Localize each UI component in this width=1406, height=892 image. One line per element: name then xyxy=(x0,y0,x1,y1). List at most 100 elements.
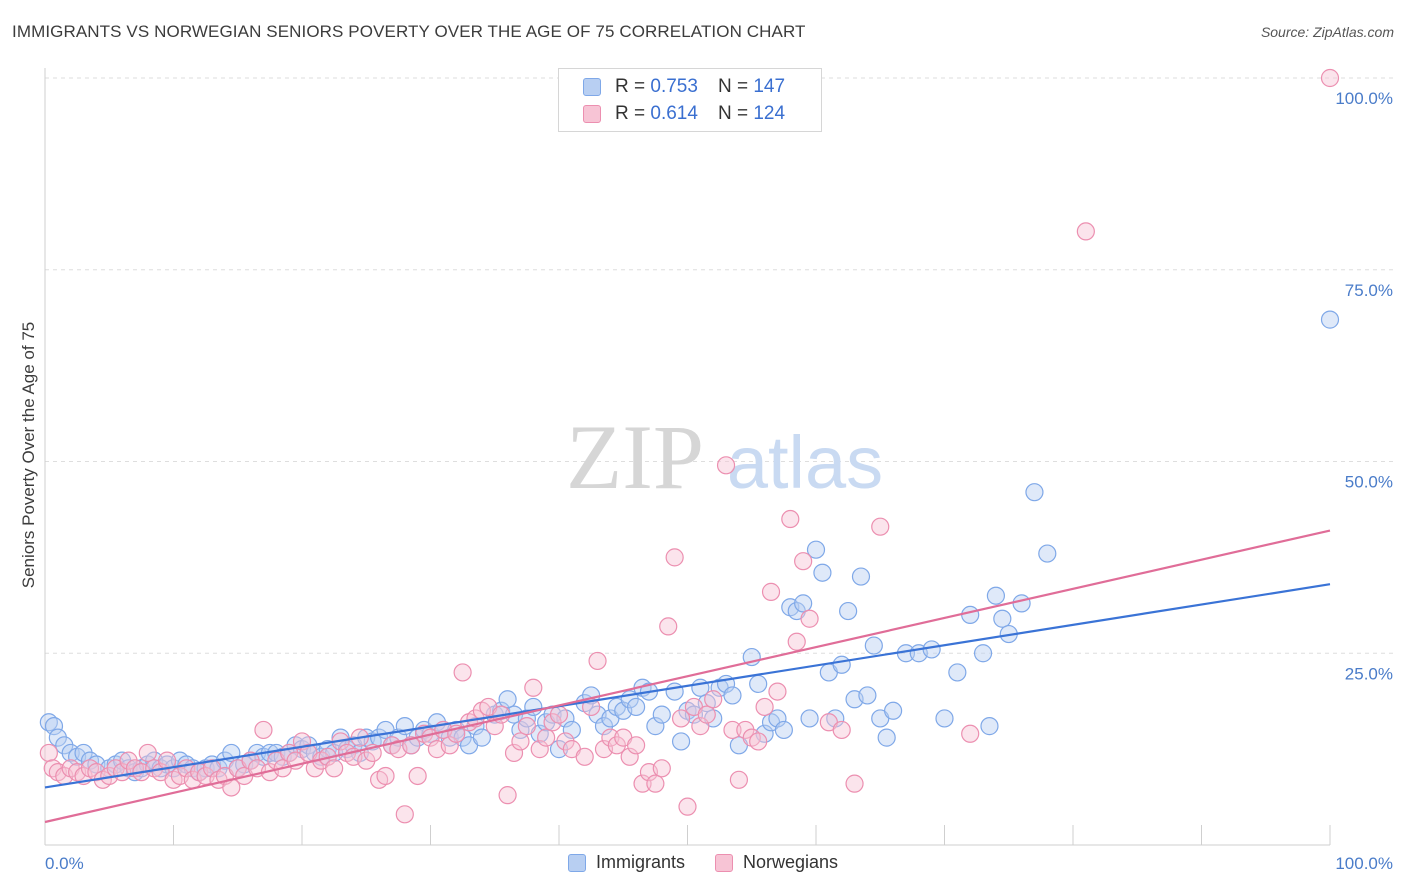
immigrants-point-133 xyxy=(961,605,980,625)
norwegians-point-102 xyxy=(697,705,716,724)
norwegians-point-91 xyxy=(626,736,646,755)
norwegians-point-0 xyxy=(39,743,58,763)
norwegians-point-95 xyxy=(652,759,671,778)
norwegians-point-76 xyxy=(524,678,543,697)
immigrants-point-92 xyxy=(646,717,665,736)
immigrants-point-115 xyxy=(806,540,826,559)
norwegians-point-121 xyxy=(961,724,980,743)
legend-row-immigrants: R = 0.753 N = 147 xyxy=(583,75,785,99)
immigrants-point-70 xyxy=(498,690,517,709)
y-axis-title: Seniors Poverty Over the Age of 75 xyxy=(19,322,38,588)
immigrants-point-124 xyxy=(864,636,883,655)
norwegians-point-63 xyxy=(440,736,459,755)
norwegians-point-90 xyxy=(620,747,639,766)
immigrants-point-114 xyxy=(800,709,819,728)
watermark-zip: ZIP xyxy=(566,406,704,508)
gridlines xyxy=(45,77,1395,654)
immigrants-point-137 xyxy=(993,609,1012,628)
norwegians-point-113 xyxy=(781,509,800,529)
immigrants-point-119 xyxy=(832,655,851,674)
norwegians-point-80 xyxy=(549,705,569,724)
immigrants-point-126 xyxy=(877,728,896,747)
norwegians-point-97 xyxy=(665,548,684,567)
norwegians-point-122 xyxy=(1076,222,1095,241)
norwegians-point-110 xyxy=(755,697,774,717)
legend-item-immigrants: Immigrants xyxy=(568,852,685,873)
immigrants-point-142 xyxy=(1320,310,1340,329)
norwegians-point-92 xyxy=(633,774,652,793)
immigrants-point-103 xyxy=(723,686,742,705)
x-tick-label-1: 100.0% xyxy=(1335,854,1393,873)
norwegians-point-111 xyxy=(761,582,781,601)
immigrants-point-80 xyxy=(562,720,581,740)
immigrants-n-value: 147 xyxy=(753,76,786,97)
chart-title: IMMIGRANTS VS NORWEGIAN SENIORS POVERTY … xyxy=(12,22,806,41)
norwegians-swatch xyxy=(583,105,601,123)
norwegians-point-123 xyxy=(1320,68,1340,88)
norwegians-n-value: 124 xyxy=(753,103,786,124)
immigrants-point-89 xyxy=(626,697,646,717)
immigrants-point-106 xyxy=(749,674,768,694)
immigrants-point-134 xyxy=(973,644,993,663)
norwegians-point-45 xyxy=(325,759,344,778)
immigrants-point-116 xyxy=(813,563,832,582)
r-label: R = xyxy=(615,103,646,124)
norwegians-point-112 xyxy=(768,682,787,701)
immigrants-point-94 xyxy=(665,682,684,701)
legend-item-norwegians: Norwegians xyxy=(715,852,838,873)
watermark-atlas: atlas xyxy=(727,421,883,504)
norwegians-point-105 xyxy=(723,720,742,740)
y-tick-label-3: 100.0% xyxy=(1335,89,1393,108)
watermark: ZIP atlas xyxy=(566,406,883,508)
norwegians-point-98 xyxy=(671,709,691,728)
immigrants-point-95 xyxy=(671,732,691,751)
tick-labels: 25.0% 50.0% 75.0% 100.0% 0.0% 100.0% xyxy=(45,89,1393,873)
immigrants-point-141 xyxy=(1038,544,1057,563)
immigrants-point-93 xyxy=(652,705,671,724)
norwegians-point-53 xyxy=(376,766,395,786)
norwegians-r-value: 0.614 xyxy=(650,103,698,124)
y-tick-label-0: 25.0% xyxy=(1345,664,1393,683)
immigrants-point-113 xyxy=(794,594,813,613)
immigrants-r-value: 0.753 xyxy=(650,76,698,97)
immigrants-point-1 xyxy=(44,717,64,736)
immigrants-point-123 xyxy=(858,686,877,705)
immigrants-point-127 xyxy=(883,701,903,720)
x-tick-label-0: 0.0% xyxy=(45,854,84,873)
norwegians-point-56 xyxy=(395,805,414,824)
n-label: N = xyxy=(717,76,749,97)
norwegians-point-77 xyxy=(530,740,549,759)
immigrants-point-122 xyxy=(851,567,871,586)
norwegians-point-116 xyxy=(800,609,819,628)
norwegians-point-96 xyxy=(659,617,678,636)
immigrants-point-136 xyxy=(986,586,1006,605)
series-legend: Immigrants Norwegians xyxy=(568,852,868,873)
norwegians-point-58 xyxy=(408,766,427,786)
immigrants-legend-swatch xyxy=(568,853,586,872)
norwegians-point-74 xyxy=(511,732,530,751)
norwegians-point-118 xyxy=(832,720,851,740)
norwegians-point-75 xyxy=(517,717,536,736)
trend-lines xyxy=(44,529,1331,824)
immigrants-legend-label: Immigrants xyxy=(596,852,686,872)
immigrants-point-130 xyxy=(922,640,941,659)
immigrants-point-110 xyxy=(774,720,793,740)
norwegians-point-120 xyxy=(871,517,890,536)
r-label: R = xyxy=(615,76,646,97)
norwegians-point-34 xyxy=(254,720,273,740)
norwegians-point-103 xyxy=(704,690,723,709)
norwegians-point-94 xyxy=(646,774,665,793)
immigrants-point-139 xyxy=(1012,594,1031,613)
n-label: N = xyxy=(717,103,749,124)
norwegians-point-119 xyxy=(845,774,864,793)
norwegians-point-106 xyxy=(729,770,749,789)
norwegians-point-73 xyxy=(504,743,524,763)
norwegians-point-83 xyxy=(575,747,594,766)
norwegians-point-57 xyxy=(402,736,421,755)
axes xyxy=(44,68,1331,846)
y-tick-label-1: 50.0% xyxy=(1345,473,1393,492)
norwegians-point-101 xyxy=(691,717,710,736)
immigrants-point-120 xyxy=(839,601,858,621)
norwegians-point-114 xyxy=(787,632,806,651)
